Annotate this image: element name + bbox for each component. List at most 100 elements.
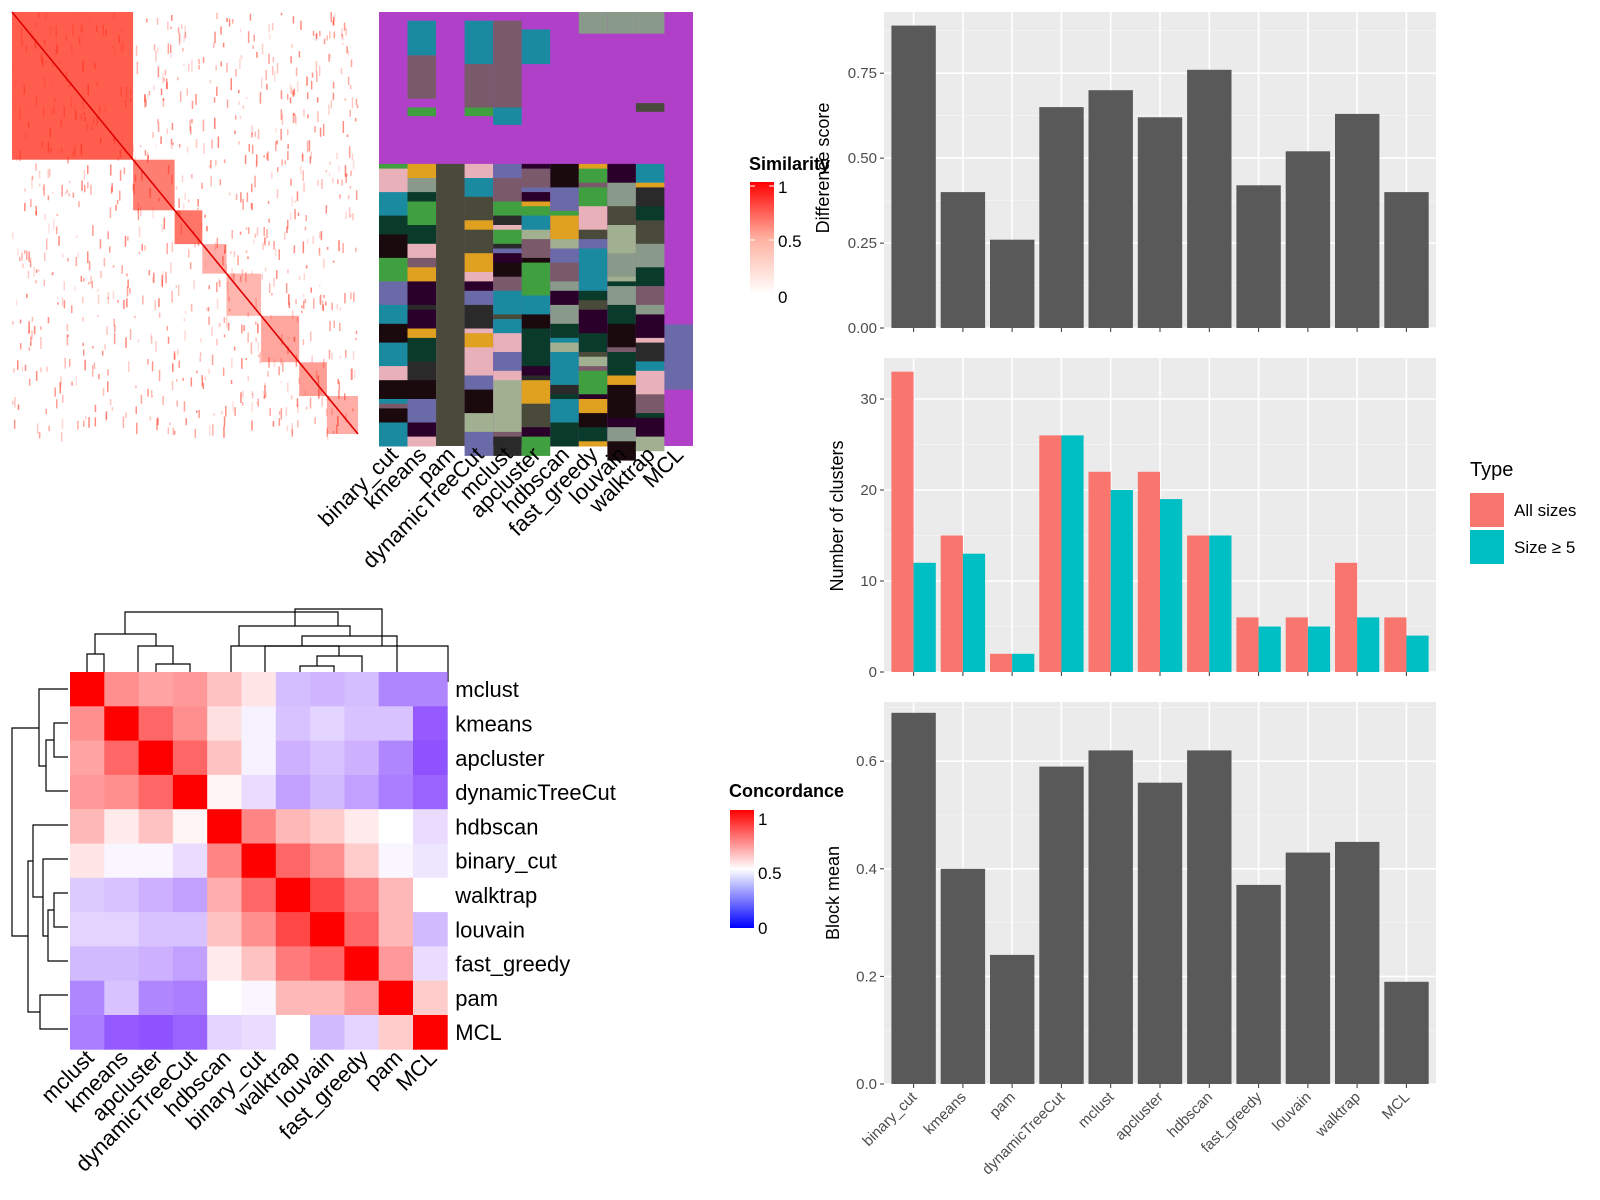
similarity-cell	[355, 337, 357, 341]
assignment-cell	[379, 257, 408, 282]
similarity-cell	[304, 226, 307, 231]
similarity-cell	[278, 411, 281, 415]
concordance-tick-1: 1	[758, 810, 767, 829]
similarity-cell	[350, 368, 352, 380]
bar	[1236, 884, 1281, 1084]
similarity-cell	[125, 412, 127, 419]
similarity-cell	[44, 252, 46, 262]
concordance-row-labels: mclust kmeans apcluster dynamicTreeCut hdbsc…	[454, 677, 616, 1045]
similarity-cell	[303, 109, 305, 117]
assignment-cell	[407, 163, 436, 179]
similarity-cell	[326, 35, 328, 41]
similarity-cell	[107, 369, 109, 376]
similarity-cell	[266, 229, 268, 239]
assignment-cell	[607, 347, 636, 353]
assignment-cell	[607, 281, 636, 287]
similarity-cell	[355, 98, 358, 105]
similarity-cell	[292, 16, 295, 24]
similarity-cell	[284, 160, 286, 165]
bar-size5	[1061, 435, 1084, 672]
bar-all-sizes	[1039, 435, 1062, 672]
x-tick-label: louvain	[1269, 1089, 1315, 1135]
y-tick-label: 0.00	[848, 320, 877, 337]
similarity-cell	[121, 265, 123, 274]
similarity-cell	[302, 241, 305, 254]
similarity-cell	[291, 87, 293, 95]
similarity-cell	[319, 30, 321, 37]
similarity-cell	[235, 69, 237, 77]
concordance-dendrograms	[11, 608, 449, 1030]
cluster-assignment-heatmap	[379, 12, 693, 461]
similarity-cell	[66, 334, 69, 346]
similarity-cell	[196, 370, 198, 374]
block-mean-ylabel: Block mean	[823, 846, 843, 940]
concordance-cell	[70, 774, 105, 810]
similarity-cell	[280, 12, 283, 16]
assignment-cell	[521, 366, 551, 376]
similarity-cell	[253, 239, 255, 245]
similarity-cell	[218, 277, 220, 285]
bar-all-sizes	[1236, 617, 1259, 672]
similarity-cell	[112, 265, 115, 268]
similarity-cell	[157, 417, 159, 426]
similarity-cell	[354, 370, 356, 379]
similarity-cell	[135, 406, 137, 414]
concordance-cell	[378, 774, 414, 810]
similarity-cell	[107, 231, 109, 240]
similarity-cell	[264, 267, 267, 272]
similarity-cell	[251, 132, 253, 138]
similarity-cell	[47, 195, 50, 201]
similarity-cell	[170, 26, 172, 30]
concordance-tick-0: 0	[758, 919, 767, 938]
similarity-cell	[326, 427, 328, 438]
similarity-cell	[171, 290, 173, 303]
concordance-cell	[172, 946, 208, 982]
similarity-cell	[224, 250, 226, 254]
concordance-cell	[172, 672, 208, 707]
assignment-cell	[379, 366, 408, 381]
similarity-cell	[238, 101, 240, 105]
similarity-cell	[202, 57, 205, 64]
bar	[990, 239, 1035, 328]
assignment-cell	[493, 370, 522, 381]
similarity-cell	[247, 332, 249, 343]
similarity-cell	[42, 185, 45, 191]
similarity-cell	[328, 53, 330, 62]
similarity-tick-1: 1	[778, 178, 787, 197]
similarity-cell	[338, 240, 340, 252]
similarity-cell	[287, 269, 289, 274]
assignment-cell	[407, 243, 436, 259]
similarity-cell	[239, 275, 242, 282]
concordance-cell	[310, 672, 345, 707]
concordance-cell	[104, 740, 139, 776]
concordance-cell	[172, 774, 208, 810]
assignment-cell	[407, 178, 436, 193]
concordance-cell	[104, 877, 139, 913]
assignment-cell	[607, 182, 636, 207]
assignment-cell	[464, 281, 494, 292]
concordance-column-labels: mclustkmeansapclusterdynamicTreeCuthdbsc…	[36, 1045, 442, 1176]
similarity-cell	[193, 280, 195, 290]
assignment-cell	[635, 243, 665, 268]
similarity-cell	[164, 69, 167, 76]
concordance-cell	[172, 706, 208, 741]
similarity-cell	[181, 24, 183, 29]
similarity-cell	[123, 299, 125, 309]
similarity-cell	[287, 294, 290, 306]
concordance-cell	[70, 843, 105, 879]
x-tick-label: pam	[986, 1089, 1019, 1122]
similarity-cell	[147, 152, 149, 164]
similarity-cell	[237, 255, 239, 266]
similarity-cell	[350, 214, 352, 217]
similarity-cell	[144, 245, 146, 251]
assignment-cell	[379, 408, 408, 423]
similarity-cell	[290, 56, 292, 64]
assignment-cell	[493, 319, 522, 334]
similarity-cell	[208, 285, 210, 290]
concordance-cell	[241, 672, 277, 707]
concordance-cell	[378, 912, 414, 947]
similarity-cell	[323, 295, 325, 299]
concordance-cell	[70, 809, 105, 844]
similarity-cell	[178, 33, 181, 43]
assignment-cell	[550, 352, 579, 372]
